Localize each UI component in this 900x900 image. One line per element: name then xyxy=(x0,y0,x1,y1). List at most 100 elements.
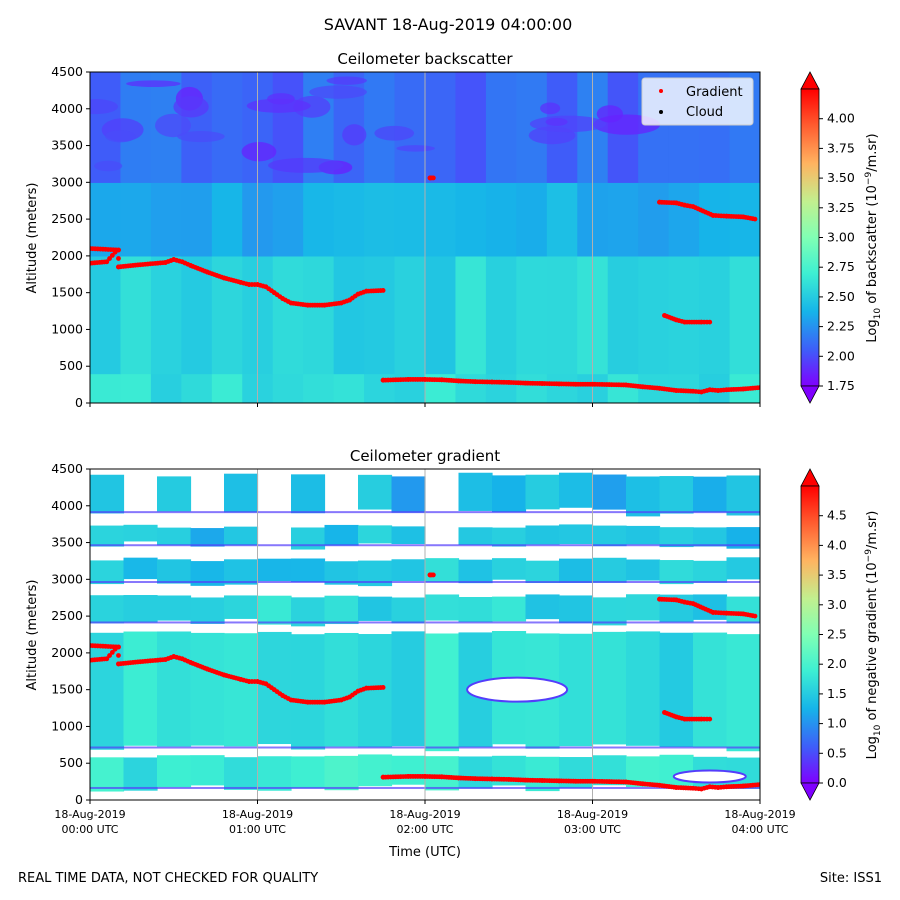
gradient-cell xyxy=(592,525,627,547)
gradient-point xyxy=(539,778,545,783)
legend-cloud-label: Cloud xyxy=(686,105,723,120)
gradient-cell xyxy=(525,560,560,584)
backscatter-gridlines xyxy=(257,72,593,403)
backscatter-cell xyxy=(394,182,426,257)
gradient-point xyxy=(623,779,629,785)
gradient-point xyxy=(724,784,729,790)
gradient-point xyxy=(109,252,115,258)
gradient-point xyxy=(347,297,353,303)
backscatter-cell xyxy=(120,182,152,257)
backscatter-cell xyxy=(173,96,209,118)
gradient-point xyxy=(90,246,93,251)
y-tick-label: 500 xyxy=(59,755,83,770)
gradient-point xyxy=(171,257,177,262)
backscatter-cell xyxy=(126,80,181,88)
colorbar-tick-label: 2.5 xyxy=(827,627,847,642)
gradient-panel: Ceilometer gradient 0 500 1000 1500 2000 2500… xyxy=(25,447,883,860)
gradient-cell xyxy=(592,597,627,626)
gradient-cell xyxy=(626,559,661,581)
backscatter-cell xyxy=(455,182,487,257)
gradient-point xyxy=(255,282,260,287)
backscatter-cell xyxy=(374,125,415,141)
gradient-cell xyxy=(291,527,326,550)
gradient-cell xyxy=(391,526,426,545)
gradient-point xyxy=(698,319,704,325)
footer-quality-note: REAL TIME DATA, NOT CHECKED FOR QUALITY xyxy=(18,871,318,886)
gradient-cell xyxy=(659,560,694,585)
backscatter-cell xyxy=(546,182,578,257)
gradient-point xyxy=(682,599,688,605)
gradient-cell xyxy=(525,525,560,545)
x-tick-date-label: 18-Aug-2019 xyxy=(389,808,460,821)
y-tick-label: 2000 xyxy=(51,248,83,263)
gradient-point xyxy=(715,388,721,393)
gradient-cell xyxy=(592,474,627,510)
gradient-point xyxy=(707,319,713,325)
backscatter-cell xyxy=(485,72,517,183)
gradient-cell xyxy=(324,595,359,625)
colorbar-tick-label: 3.0 xyxy=(827,597,847,612)
gradient-point xyxy=(590,778,595,784)
backscatter-cell xyxy=(267,93,295,105)
backscatter-title: Ceilometer backscatter xyxy=(337,50,513,68)
backscatter-cell xyxy=(638,182,670,257)
gradient-point xyxy=(305,699,311,705)
gradient-point xyxy=(263,284,269,290)
backscatter-cell xyxy=(211,182,243,257)
gradient-point xyxy=(322,302,327,308)
colorbar-tick-label: 3.5 xyxy=(827,567,847,582)
gradient-point xyxy=(690,204,696,210)
gradient-point xyxy=(430,175,436,181)
gradient-cell xyxy=(592,557,627,583)
gradient-point xyxy=(380,774,386,780)
gradient-point xyxy=(698,786,704,792)
gradient-cell xyxy=(391,755,426,785)
gradient-cell xyxy=(257,756,292,791)
gradient-point xyxy=(137,262,143,268)
gradient-point xyxy=(682,202,688,208)
gradient-cell xyxy=(458,527,493,545)
legend-box xyxy=(641,77,754,126)
gradient-ylabel: Altitude (meters) xyxy=(25,580,40,691)
backscatter-cell xyxy=(303,255,335,375)
gradient-point xyxy=(116,661,121,667)
backscatter-cell xyxy=(540,102,561,115)
gradient-cell xyxy=(157,631,192,747)
gradient-point xyxy=(690,785,696,791)
backscatter-cell xyxy=(272,255,304,375)
gradient-point xyxy=(116,264,121,270)
gradient-cell xyxy=(157,559,192,584)
gradient-cell xyxy=(90,560,125,585)
y-tick-label: 3500 xyxy=(51,138,83,153)
gradient-point xyxy=(606,382,612,388)
backscatter-cell xyxy=(90,182,122,257)
footer-site: Site: ISS1 xyxy=(820,871,882,886)
backscatter-colorbar-ticks: 1.75 2.00 2.25 2.50 2.75 3.00 3.25 3.50 3.75 4.00 xyxy=(819,111,855,393)
backscatter-cell xyxy=(516,255,548,375)
y-tick-label: 1000 xyxy=(51,321,83,336)
gradient-point xyxy=(682,716,688,722)
colorbar-tick-label: 1.75 xyxy=(827,378,855,393)
gradient-point xyxy=(221,275,227,281)
gradient-cell xyxy=(123,757,158,791)
backscatter-cell xyxy=(596,105,623,123)
gradient-point xyxy=(573,778,579,784)
gradient-point xyxy=(422,774,428,779)
gradient-cell xyxy=(224,757,259,790)
gradient-point xyxy=(280,296,286,301)
gradient-point xyxy=(380,288,386,293)
gradient-point xyxy=(363,288,369,294)
gradient-point xyxy=(740,386,746,392)
gradient-point xyxy=(556,778,562,784)
y-tick-label: 0 xyxy=(75,395,83,410)
gradient-cell xyxy=(391,631,426,747)
gradient-point xyxy=(116,256,121,261)
backscatter-gradient-points xyxy=(90,175,760,395)
gradient-cell xyxy=(90,757,125,792)
backscatter-cell xyxy=(268,157,344,173)
gradient-point xyxy=(673,597,679,603)
backscatter-cell xyxy=(181,255,213,375)
gradient-point xyxy=(456,378,461,384)
backscatter-cell xyxy=(729,255,760,375)
gradient-point xyxy=(204,269,210,275)
